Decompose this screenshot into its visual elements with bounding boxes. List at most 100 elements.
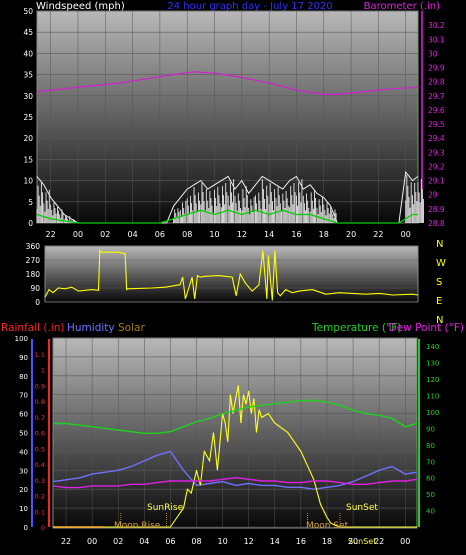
temperature-line: [53, 399, 418, 434]
rainfall-y-tick: 0.6: [35, 430, 45, 438]
barometer-y-tick: 29.1: [428, 177, 445, 186]
direction-y-ticks: 0 90 180 270 360: [26, 242, 41, 307]
climate-series: [52, 385, 418, 528]
humidity-y-tick: 30: [19, 467, 28, 475]
temperature-y-tick: 50: [426, 491, 435, 499]
rainfall-y-ticks: 0 0.1 0.2 0.3 0.4 0.5 0.6 0.7 0.8 0.9 1 1.1: [35, 351, 45, 532]
wind-x-tick: 04: [127, 230, 137, 239]
wind-y-tick: 50: [23, 7, 33, 16]
direction-series: [44, 249, 419, 301]
sunset-label: SunSet: [346, 503, 378, 513]
humidity-y-tick: 10: [19, 505, 28, 513]
graph-title: 24 hour graph day - July 17 2020: [167, 1, 332, 12]
temperature-y-tick: 60: [426, 475, 435, 483]
wind-y-tick: 45: [23, 28, 33, 37]
barometer-y-tick: 28.9: [428, 205, 445, 214]
barometer-y-tick: 30.2: [428, 21, 445, 30]
direction-y-tick: 0: [35, 298, 40, 307]
wind-axis-title: Windspeed (mph): [36, 1, 125, 12]
wind-y-tick: 30: [23, 92, 33, 101]
barometer-y-tick: 28.8: [428, 219, 445, 228]
humidity-y-tick: 100: [15, 335, 28, 343]
climate-x-tick: 20: [348, 537, 358, 546]
direction-y-tick: 90: [30, 284, 40, 293]
barometer-line: [36, 71, 419, 96]
rainfall-y-tick: 0.4: [35, 461, 45, 469]
temperature-y-tick: 100: [426, 409, 439, 417]
sun-moon-events: SunRise SunSet Moon Rise Moon Set SunSet: [114, 503, 378, 546]
temperature-y-tick: 140: [426, 343, 439, 351]
wind-x-tick: 22: [46, 230, 56, 239]
dewpoint-line: [52, 476, 418, 489]
humidity-y-ticks: 0 10 20 30 40 50 60 70 80 90 100: [15, 335, 28, 532]
rainfall-y-tick: 0.2: [35, 493, 45, 501]
humidity-y-tick: 90: [19, 354, 28, 362]
climate-x-tick: 22: [61, 537, 71, 546]
moonset-label: Moon Set: [306, 521, 349, 531]
rainfall-y-tick: 0.7: [35, 414, 45, 422]
climate-x-tick: 02: [113, 537, 123, 546]
climate-x-tick: 12: [244, 537, 254, 546]
wind-x-tick: 06: [155, 230, 165, 239]
sunrise-label: SunRise: [147, 503, 184, 513]
barometer-y-tick: 29.5: [428, 120, 445, 129]
compass-label: S: [436, 277, 442, 288]
legend-rainfall: Rainfall (.in): [1, 322, 64, 334]
rainfall-y-tick: 0.9: [35, 382, 45, 390]
temperature-y-ticks: 40 50 60 70 80 90 100 110 120 130 140: [426, 343, 439, 515]
temperature-y-tick: 40: [426, 508, 435, 516]
wind-x-tick: 14: [264, 230, 274, 239]
rainfall-y-tick: 1.1: [35, 351, 45, 359]
direction-gridlines: [45, 245, 418, 303]
wind-y-tick: 35: [23, 71, 33, 80]
wind-x-tick: 20: [346, 230, 356, 239]
climate-x-tick: 14: [270, 537, 280, 546]
wind-x-tick: 18: [319, 230, 329, 239]
legend-temperature: Temperature (°F): [311, 322, 401, 334]
climate-plot-area: [52, 337, 418, 529]
temperature-y-tick: 110: [426, 393, 439, 401]
temperature-y-tick: 90: [426, 425, 435, 433]
direction-y-tick: 180: [26, 270, 41, 279]
humidity-y-tick: 40: [19, 448, 28, 456]
climate-x-tick: 06: [165, 537, 175, 546]
barometer-axis-title: Barometer (.in): [364, 1, 440, 12]
solar-line: [53, 385, 417, 528]
climate-x-tick: 04: [139, 537, 149, 546]
compass-label: W: [436, 258, 446, 269]
compass-label: N: [436, 315, 443, 326]
barometer-y-tick: 29.4: [428, 134, 445, 143]
wind-x-tick: 12: [237, 230, 247, 239]
climate-x-tick: 16: [296, 537, 306, 546]
wind-x-ticks: 22 00 02 04 06 08 10 12 14 16 18 20 22 00: [46, 230, 411, 239]
compass-label: N: [436, 239, 443, 250]
climate-x-tick: 08: [191, 537, 201, 546]
barometer-y-ticks: 28.8 28.9 29 29.1 29.2 29.3 29.4 29.5 29.6 29.7 29…: [421, 11, 445, 228]
climate-x-tick: 22: [374, 537, 384, 546]
legend-dewpoint: Dew Point (°F): [389, 322, 464, 334]
climate-x-ticks: 22 00 02 04 06 08 10 12 14 16 18 20 22 00: [61, 537, 410, 546]
humidity-y-tick: 50: [19, 430, 28, 438]
rainfall-y-tick: 0.5: [35, 445, 45, 453]
barometer-y-tick: 30.1: [428, 35, 445, 44]
legend-solar: Solar: [118, 322, 145, 334]
barometer-y-tick: 29: [428, 191, 438, 200]
humidity-y-tick: 80: [19, 373, 28, 381]
rainfall-y-tick: 0.1: [35, 508, 45, 516]
humidity-y-tick: 0: [24, 524, 28, 532]
climate-x-tick: 00: [87, 537, 97, 546]
humidity-line: [52, 450, 418, 490]
humidity-y-tick: 20: [19, 486, 28, 494]
wind-direction-line: [44, 249, 419, 301]
humidity-y-tick: 70: [19, 392, 28, 400]
temperature-y-tick: 120: [426, 376, 439, 384]
moonrise-label: Moon Rise: [114, 521, 161, 531]
climate-x-tick: 00: [400, 537, 410, 546]
wind-y-ticks: 0 5 10 15 20 25 30 35 40 45 50: [23, 7, 33, 228]
wind-y-tick: 25: [23, 113, 33, 122]
barometer-y-tick: 29.8: [428, 78, 445, 87]
